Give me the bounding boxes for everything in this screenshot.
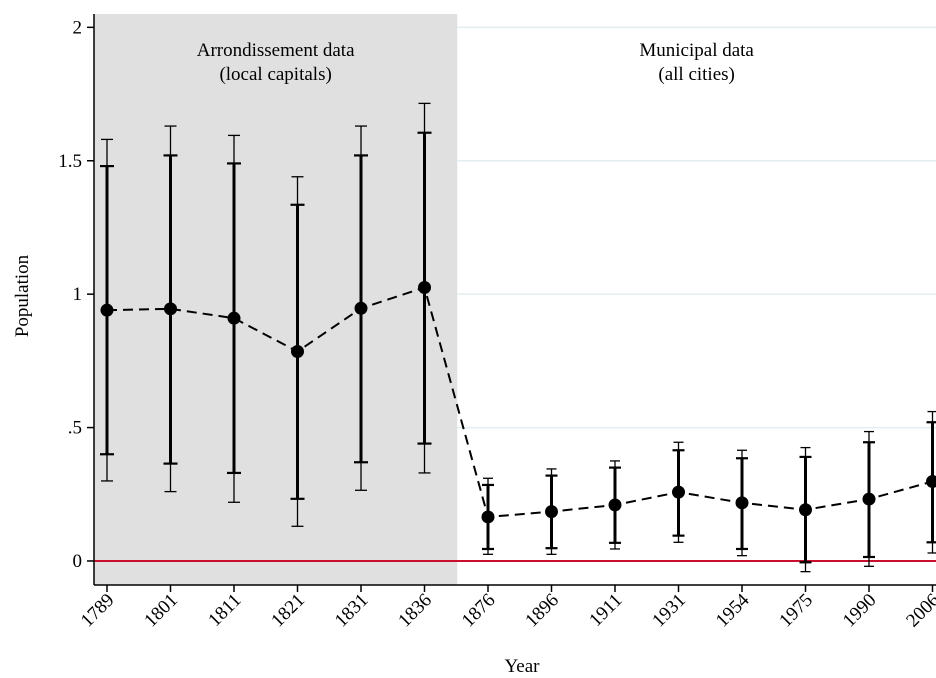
x-tick-label: 1896 — [521, 590, 563, 632]
x-tick-label: 1954 — [712, 589, 754, 631]
y-tick-label: 2 — [73, 17, 83, 38]
series-line — [106, 286, 933, 519]
region-label-line2: (local capitals) — [219, 64, 331, 85]
y-tick-label: 0 — [73, 551, 83, 572]
point-layer — [100, 280, 936, 524]
x-tick-label: 1821 — [267, 590, 309, 632]
data-point — [291, 345, 304, 359]
region-label-line1: Municipal data — [639, 40, 754, 61]
data-point — [799, 503, 812, 517]
data-point — [418, 280, 431, 294]
y-tick-label: 1 — [73, 284, 83, 305]
data-point — [672, 485, 685, 499]
data-point — [545, 505, 558, 519]
x-tick-label: 1811 — [204, 590, 245, 631]
grid-layer — [457, 26, 936, 429]
x-tick-label: 1990 — [839, 590, 881, 632]
x-tick-label: 1975 — [775, 590, 817, 632]
x-tick-label: 1789 — [77, 590, 119, 632]
data-point — [481, 510, 495, 524]
data-point — [608, 498, 622, 512]
x-axis-title: Year — [504, 656, 540, 677]
region-label-line2: (all cities) — [658, 64, 735, 85]
x-tick-label: 1911 — [585, 590, 626, 631]
data-point — [164, 302, 177, 316]
data-point — [735, 496, 749, 510]
data-point — [926, 474, 936, 488]
region-layer — [94, 14, 458, 585]
y-tick-label: 1.5 — [58, 151, 82, 172]
region-shade — [94, 14, 458, 585]
x-tick-label: 2006 — [902, 590, 936, 632]
x-tick-label: 1801 — [140, 590, 182, 632]
data-point — [354, 301, 368, 315]
data-point — [227, 311, 241, 325]
y-tick-layer: 0 .5 1 1.5 2 — [58, 17, 94, 572]
x-tick-label: 1876 — [458, 590, 500, 632]
x-tick-label: 1836 — [394, 590, 436, 632]
region-label-layer: Arrondissement data (local capitals) Munic… — [197, 40, 755, 85]
y-tick-label: .5 — [68, 418, 82, 439]
data-point — [100, 303, 114, 317]
data-point — [862, 492, 876, 506]
x-tick-layer: 1789 1801 1811 1821 1831 1836 1876 1896 1911 1931… — [77, 585, 936, 631]
y-axis-title: Population — [12, 254, 33, 337]
region-label-line1: Arrondissement data — [197, 40, 355, 61]
series-line-layer — [106, 286, 933, 519]
x-tick-label: 1931 — [648, 590, 690, 632]
x-tick-label: 1831 — [331, 590, 373, 632]
